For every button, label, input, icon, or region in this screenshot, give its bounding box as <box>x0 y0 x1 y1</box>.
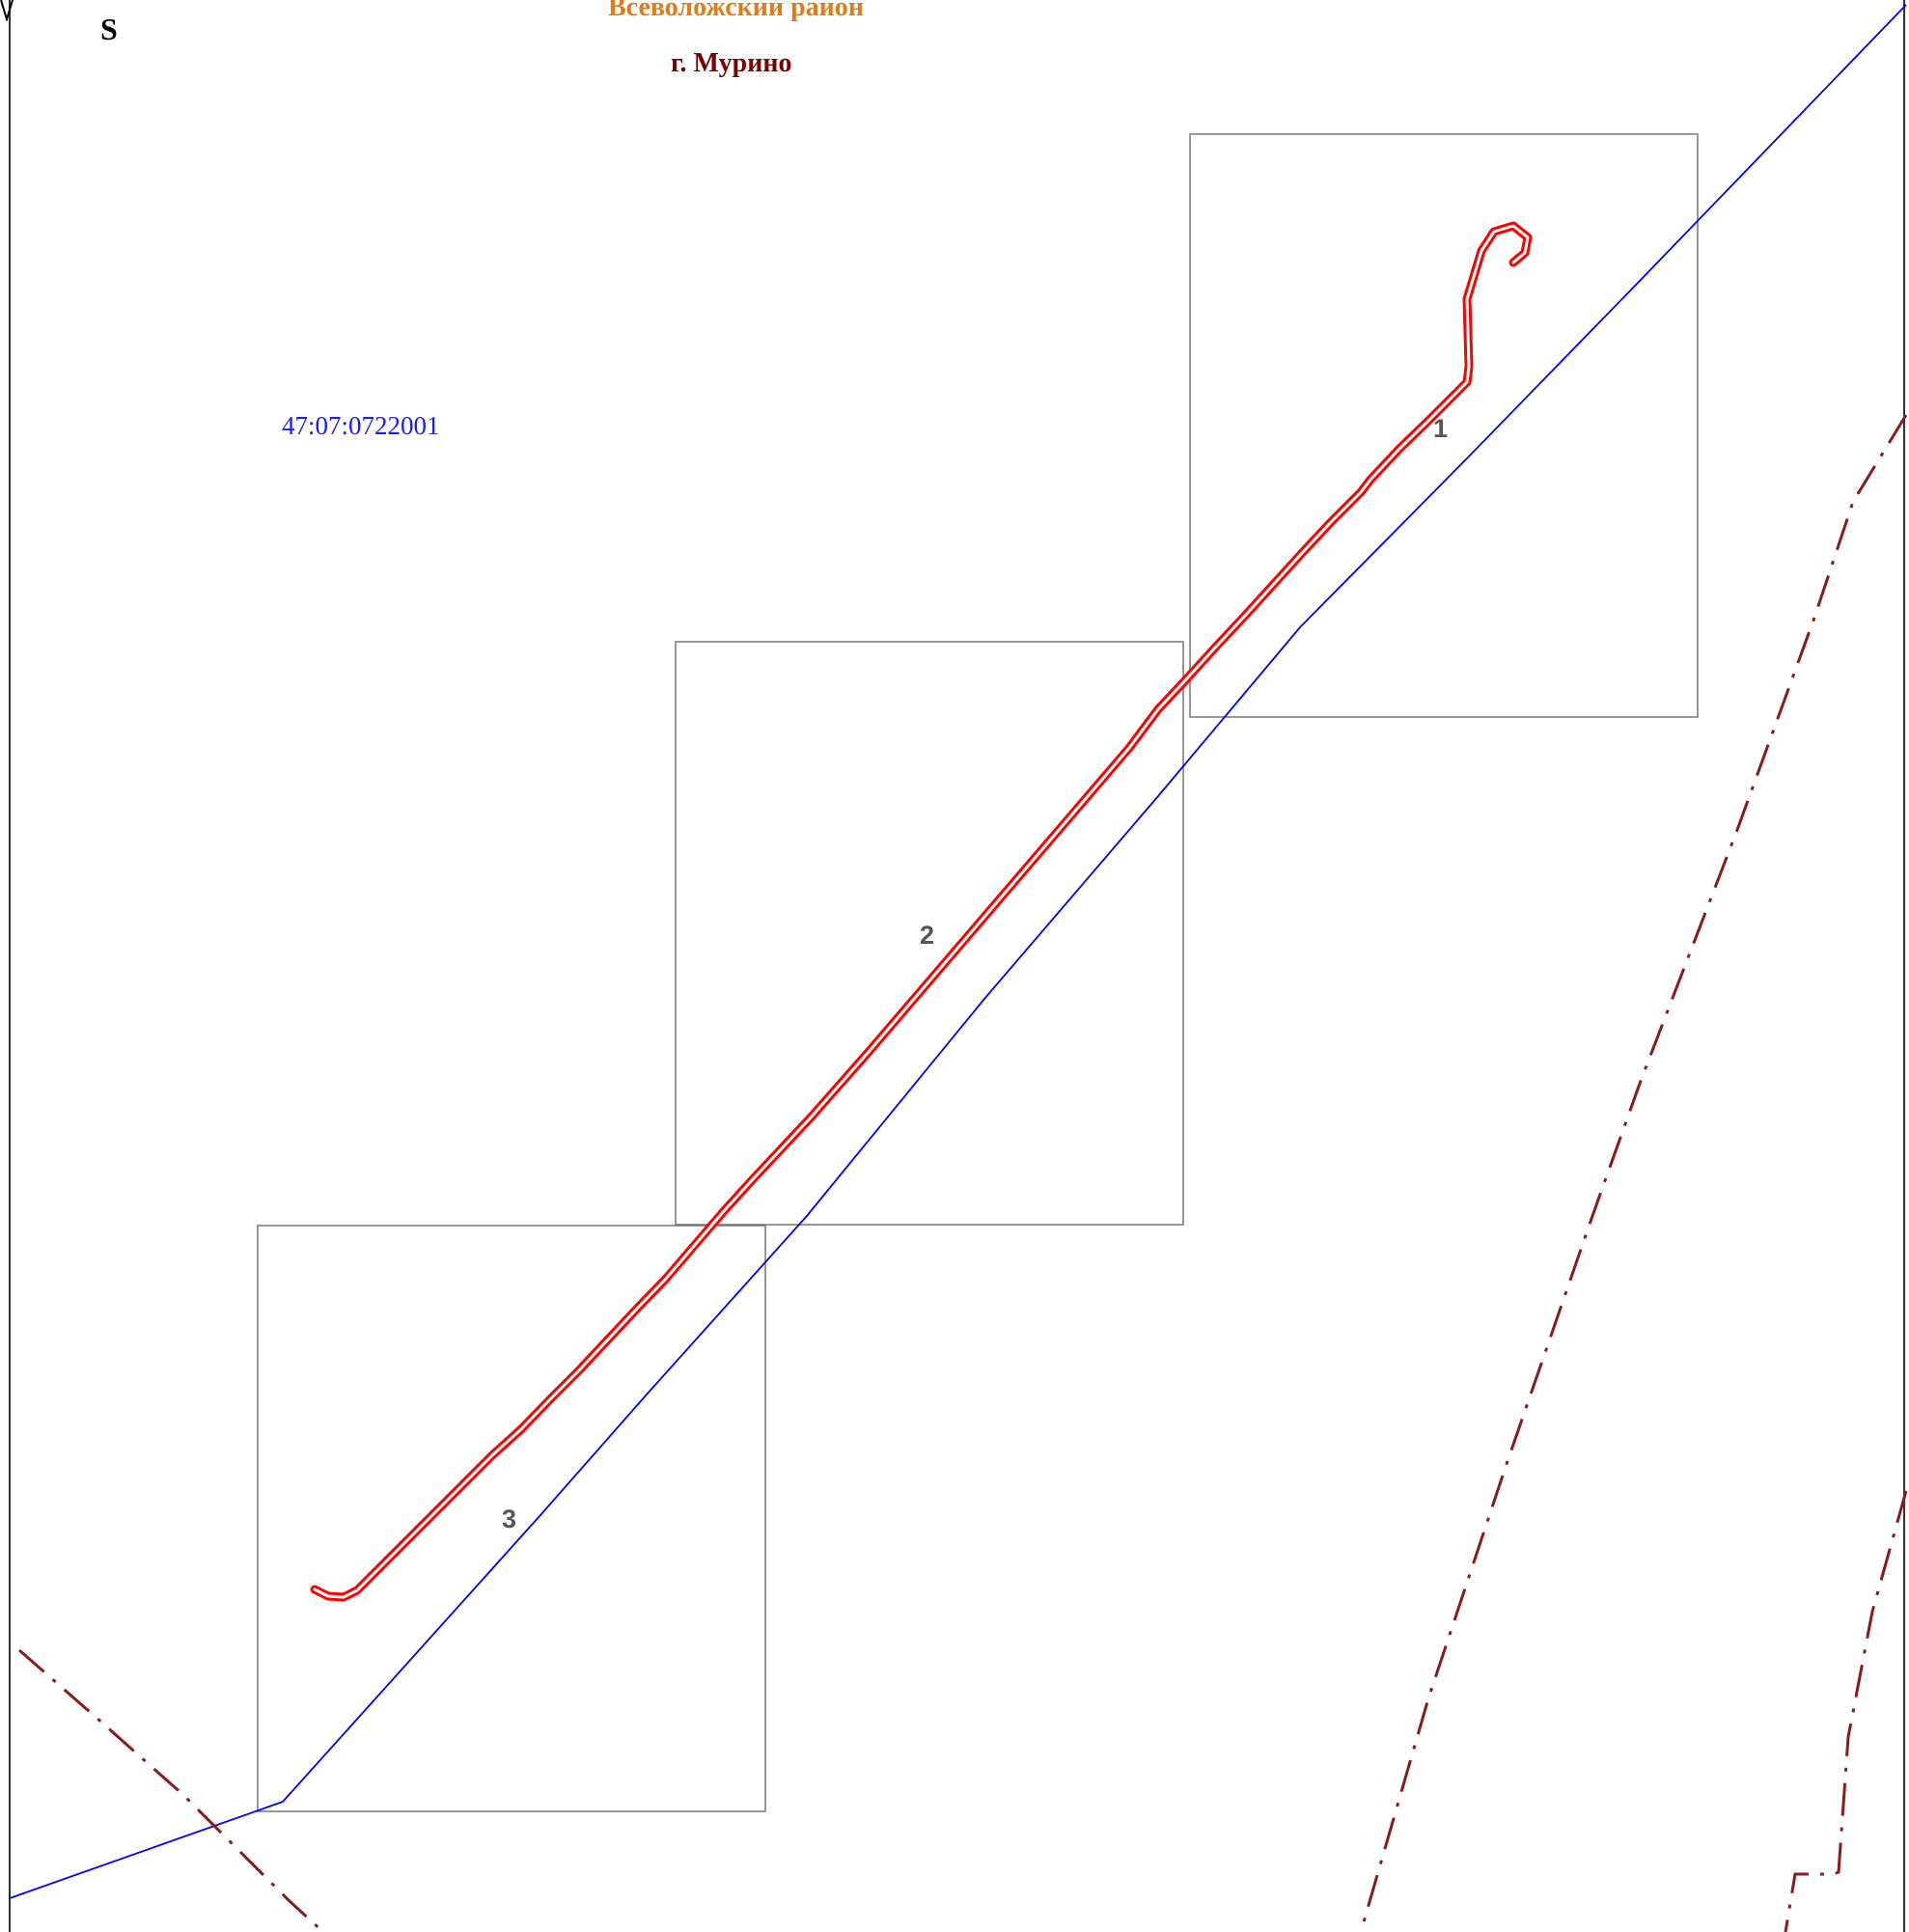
sheet-frame-1[interactable] <box>1189 133 1699 718</box>
district-label: Всеволожский район <box>608 0 864 22</box>
sheet-number-3: 3 <box>502 1504 517 1533</box>
sheet-frame-2[interactable] <box>675 641 1184 1226</box>
admin-boundary-southeast <box>1784 1490 1908 1932</box>
admin-boundary-east <box>1359 414 1908 1932</box>
cadastral-boundary-line[interactable] <box>9 4 1907 1899</box>
route-line[interactable] <box>310 221 1533 1602</box>
north-arrow-icon <box>0 0 14 21</box>
compass-south-label: S <box>100 12 118 46</box>
sheet-number-1: 1 <box>1433 414 1449 443</box>
sheet-frame-3[interactable] <box>257 1225 766 1812</box>
cadastral-quarter-label: 47:07:0722001 <box>282 411 440 440</box>
admin-boundaries <box>18 414 1908 1932</box>
admin-boundary-southwest <box>18 1648 325 1932</box>
sheet-number-2: 2 <box>920 921 935 950</box>
town-label: г. Мурино <box>671 48 792 78</box>
